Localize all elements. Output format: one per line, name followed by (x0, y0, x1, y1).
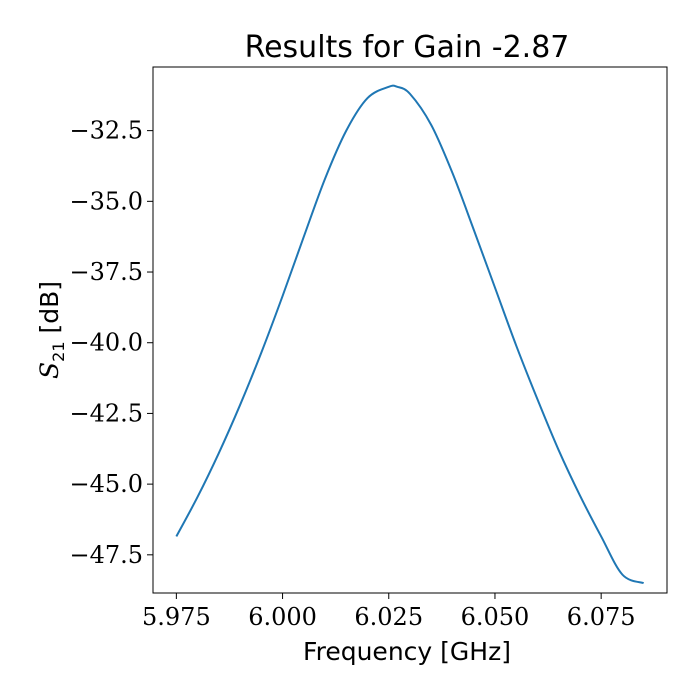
x-axis-label: Frequency [GHz] (303, 637, 511, 666)
chart-title: Results for Gain -2.87 (245, 30, 570, 65)
x-tick-label: 6.050 (461, 603, 530, 631)
x-tick-label: 5.975 (142, 603, 211, 631)
y-tick-label: −47.5 (69, 541, 143, 569)
y-axis-ticks: −32.5 −35.0 −37.5 −40.0 −42.5 −45.0 −47.5 (69, 117, 153, 569)
x-axis-ticks: 5.975 6.000 6.025 6.050 6.075 (142, 593, 636, 631)
y-tick-label: −35.0 (69, 187, 143, 215)
y-tick-label: −45.0 (69, 470, 143, 498)
plot-frame (152, 66, 668, 594)
y-tick-label: −32.5 (69, 117, 143, 145)
y-tick-label: −42.5 (69, 399, 143, 427)
y-axis-label: S21 [dB] (35, 281, 68, 379)
y-tick-label: −40.0 (69, 329, 143, 357)
x-tick-label: 6.000 (248, 603, 317, 631)
y-axis-label-symbol: S (35, 362, 64, 379)
x-tick-label: 6.025 (354, 603, 423, 631)
y-tick-label: −37.5 (69, 258, 143, 286)
y-axis-label-unit: [dB] (35, 281, 64, 341)
x-tick-label: 6.075 (567, 603, 636, 631)
series-line (175, 84, 645, 585)
y-axis-label-subscript: 21 (49, 341, 68, 361)
series-group (175, 84, 645, 585)
